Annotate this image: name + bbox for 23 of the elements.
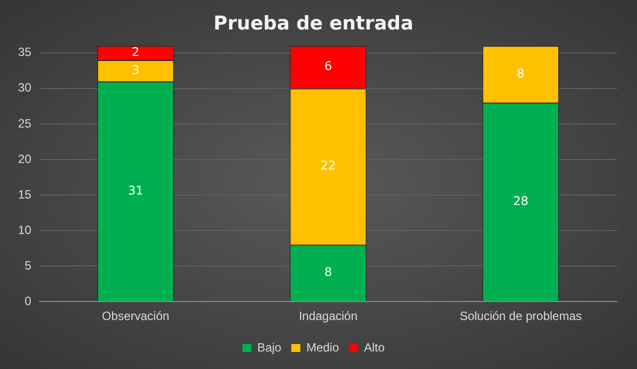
data-label: 31 (128, 183, 144, 198)
legend-label: Bajo (257, 340, 282, 354)
y-tick-label: 0 (24, 294, 32, 308)
y-tick-label: 5 (24, 258, 32, 272)
legend-label: Alto (364, 340, 386, 354)
data-label: 22 (320, 158, 336, 173)
x-tick-label: Indagación (298, 309, 358, 324)
x-tick-label: Observación (102, 309, 170, 324)
data-label: 3 (132, 62, 140, 77)
data-label: 28 (513, 194, 528, 208)
y-tick-label: 15 (18, 187, 32, 202)
y-tick-label: 35 (18, 45, 32, 60)
y-tick-label: 25 (18, 116, 32, 130)
legend-label: Medio (306, 340, 340, 354)
data-label: 8 (516, 66, 525, 80)
x-tick-label: Solución de problemas (460, 309, 582, 324)
y-tick-label: 30 (18, 80, 32, 95)
data-label: 2 (132, 45, 140, 60)
chart-title: Prueba de entrada (214, 12, 414, 34)
data-label: 8 (324, 265, 332, 280)
y-tick-label: 10 (18, 222, 32, 237)
data-label: 6 (324, 59, 332, 74)
y-tick-label: 20 (18, 152, 32, 166)
